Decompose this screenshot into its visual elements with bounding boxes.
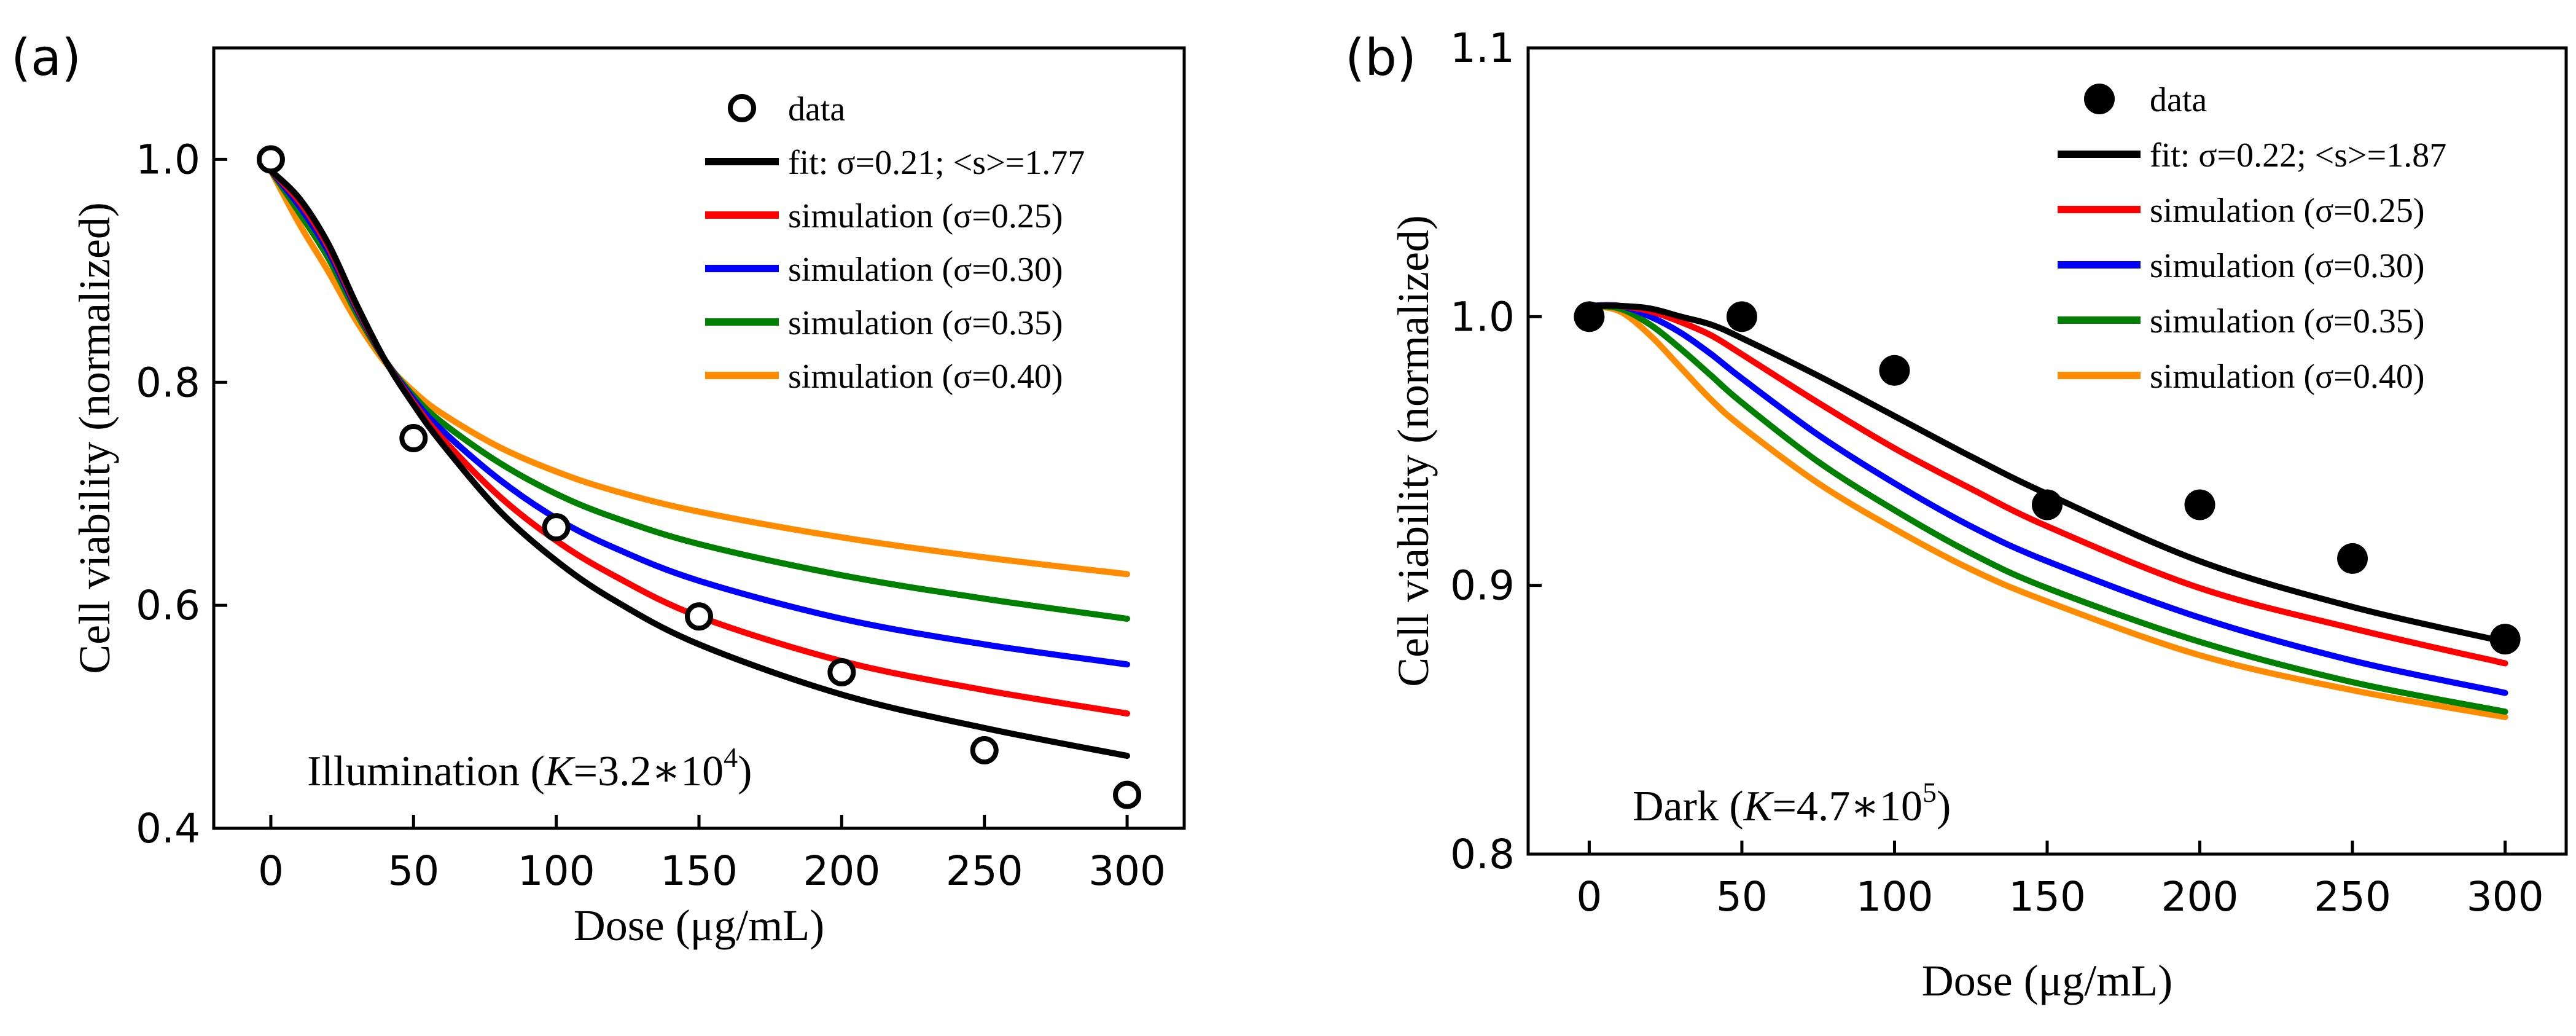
panel-b-y-ticks: 0.8 0.9 1.0 1.1 — [1450, 25, 1542, 878]
series-line — [1586, 302, 2508, 696]
series-line — [1586, 302, 2508, 667]
data-point — [1113, 780, 1142, 809]
series-line — [1586, 302, 2508, 715]
data-point — [542, 513, 571, 542]
data-point — [685, 602, 713, 631]
data-point — [2489, 624, 2521, 655]
panel-a-label: (a) — [11, 29, 81, 87]
data-point — [970, 736, 999, 764]
legend-label: data — [788, 90, 845, 128]
series-line — [267, 167, 1131, 759]
y-tick-label: 1.1 — [1450, 25, 1515, 72]
data-point — [399, 424, 428, 452]
panel-b-series — [1586, 302, 2508, 720]
data-point — [2184, 489, 2215, 520]
legend-label: fit: σ=0.21; <s>=1.77 — [788, 144, 1085, 182]
x-tick-label: 150 — [660, 847, 738, 895]
panel-a-legend: data fit: σ=0.21; <s>=1.77 simulation (σ=0… — [705, 90, 1085, 396]
legend-label: simulation (σ=0.30) — [2150, 247, 2425, 285]
panel-b-label: (b) — [1345, 29, 1416, 87]
panel-b-data-points — [1574, 301, 2521, 655]
panel-b-y-axis-label: Cell viability (normalized) — [1389, 215, 1438, 687]
legend-label: simulation (σ=0.40) — [788, 358, 1063, 396]
panel-b-x-axis-label: Dose (μg/mL) — [1922, 956, 2173, 1005]
series-line — [267, 167, 1131, 578]
legend-data-marker — [2084, 84, 2115, 114]
panel-a-x-ticks: 0 50 100 150 200 250 300 — [258, 815, 1166, 895]
panel-a: (a) 0 50 100 150 200 250 300 0.4 0.6 0.8 1.0 Dose… — [11, 29, 1186, 950]
panel-b-legend: data fit: σ=0.22; <s>=1.87 simulation (σ=0… — [2058, 81, 2446, 396]
panel-a-series — [267, 167, 1131, 759]
legend-label: simulation (σ=0.35) — [2150, 302, 2425, 340]
x-tick-label: 0 — [1576, 873, 1602, 920]
x-tick-label: 50 — [388, 847, 439, 895]
data-point — [1726, 301, 1757, 332]
panel-a-x-axis-label: Dose (μg/mL) — [574, 901, 825, 950]
panel-a-y-ticks: 0.4 0.6 0.8 1.0 — [136, 136, 227, 852]
legend-label: fit: σ=0.22; <s>=1.87 — [2150, 136, 2446, 175]
data-point — [2337, 543, 2368, 574]
panel-b-annotation: Dark (K=4.7∗105) — [1633, 777, 1951, 830]
x-tick-label: 300 — [2467, 873, 2544, 920]
x-tick-label: 100 — [518, 847, 595, 895]
x-tick-label: 50 — [1716, 873, 1768, 920]
y-tick-label: 0.6 — [136, 582, 200, 629]
series-line — [267, 167, 1131, 668]
y-tick-label: 0.8 — [136, 359, 200, 406]
data-point — [256, 145, 285, 174]
y-tick-label: 1.0 — [136, 136, 200, 183]
legend-label: simulation (σ=0.40) — [2150, 358, 2425, 396]
data-point — [827, 658, 856, 686]
legend-label: simulation (σ=0.25) — [788, 197, 1063, 235]
x-tick-label: 200 — [2161, 873, 2239, 920]
panel-a-data-points — [256, 145, 1142, 809]
x-tick-label: 0 — [258, 847, 284, 895]
y-tick-label: 0.8 — [1450, 831, 1515, 878]
legend-label: simulation (σ=0.35) — [788, 304, 1063, 342]
panel-a-y-axis-label: Cell viability (normalized) — [70, 202, 119, 674]
y-tick-label: 0.9 — [1450, 562, 1515, 610]
x-tick-label: 250 — [946, 847, 1023, 895]
panel-b: (b) 0 50 100 150 200 250 300 0.8 0.9 1.0 1.1 Dose… — [1345, 25, 2568, 1005]
series-line — [1586, 302, 2508, 645]
panel-a-annotation: Illumination (K=3.2∗104) — [307, 742, 752, 795]
x-tick-label: 250 — [2314, 873, 2391, 920]
panel-b-x-ticks: 0 50 100 150 200 250 300 — [1576, 841, 2544, 920]
data-point — [1879, 355, 1910, 386]
x-tick-label: 300 — [1088, 847, 1166, 895]
series-line — [1586, 302, 2508, 720]
x-tick-label: 150 — [2008, 873, 2086, 920]
legend-label: simulation (σ=0.30) — [788, 251, 1063, 289]
y-tick-label: 0.4 — [136, 805, 200, 852]
y-tick-label: 1.0 — [1450, 293, 1515, 340]
legend-label: simulation (σ=0.25) — [2150, 192, 2425, 230]
data-point — [1574, 301, 1605, 332]
x-tick-label: 200 — [803, 847, 880, 895]
legend-data-marker — [728, 94, 756, 122]
data-point — [2032, 489, 2063, 520]
x-tick-label: 100 — [1856, 873, 1933, 920]
legend-label: data — [2150, 81, 2207, 119]
